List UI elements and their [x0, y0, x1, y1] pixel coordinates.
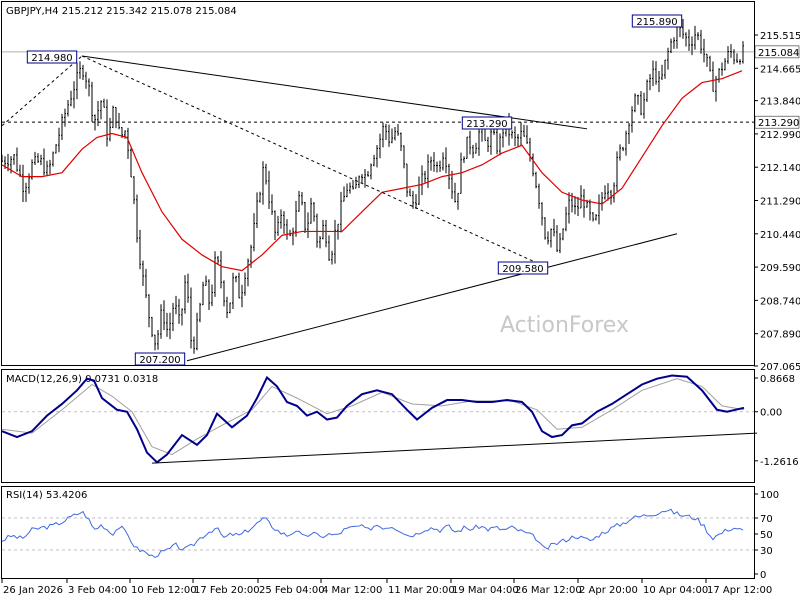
macd-main-line: [1, 374, 745, 464]
price-tick-label: 212.140: [760, 163, 800, 174]
price-tick-label: 212.990: [760, 130, 800, 141]
annotation-215890-box: [631, 14, 683, 28]
macd-tick-label: -1.2616: [760, 457, 799, 468]
x-tick-label: 10 Apr 04:00: [643, 585, 708, 596]
annotation-207200-box: [134, 352, 186, 366]
x-tick-label: 19 Mar 04:00: [452, 585, 519, 596]
rsi-tick-label: 0: [760, 570, 766, 581]
annotation-215890-text: 215.890: [636, 17, 677, 28]
level-price-callout: 213.290: [754, 115, 800, 129]
x-tick-label: 11 Mar 20:00: [388, 585, 455, 596]
price-tick-label: 215.515: [760, 31, 800, 42]
moving-average-line: [1, 70, 743, 272]
price-tick-label: 207.065: [760, 362, 800, 373]
level-price-callout-text: 213.290: [758, 118, 799, 129]
annotation-215890: 215.890: [631, 14, 683, 28]
trend-line-2: [186, 233, 678, 362]
chart-header: GBPJPY,H4 215.212 215.342 215.078 215.08…: [6, 6, 237, 17]
rsi-panel-frame: [1, 486, 755, 579]
price-tick-label: 209.590: [760, 263, 800, 274]
annotation-214980-box: [26, 50, 78, 64]
macd-signal-line: [1, 378, 745, 456]
x-tick-label: 3 Feb 04:00: [68, 585, 127, 596]
annotation-209580-box: [497, 261, 549, 275]
watermark: ActionForex: [500, 313, 629, 338]
trend-line-4: [1, 55, 83, 127]
x-tick-label: 25 Feb 04:00: [259, 585, 325, 596]
macd-tick-label: 0.8668: [760, 374, 795, 385]
x-tick-label: 17 Apr 12:00: [707, 585, 772, 596]
annotation-213290-text: 213.290: [466, 119, 507, 130]
macd-tick-label: 0.00: [760, 408, 782, 419]
annotation-209580-text: 209.580: [502, 264, 543, 275]
x-tick-label: 4 Mar 12:00: [322, 585, 382, 596]
rsi-tick-label: 100: [760, 490, 779, 501]
x-tick-label: 10 Feb 12:00: [131, 585, 197, 596]
price-tick-label: 211.290: [760, 197, 800, 208]
current-price-callout-text: 215.084: [758, 48, 799, 59]
rsi-tick-label: 30: [760, 546, 773, 557]
x-tick-label: 26 Jan 2026: [3, 585, 63, 596]
macd-panel-frame: [1, 369, 755, 483]
annotation-214980-text: 214.980: [31, 53, 72, 64]
macd-label: MACD(12,26,9) 0.0731 0.0318: [6, 374, 158, 385]
annotation-209580: 209.580: [497, 261, 549, 275]
x-tick-label: 2 Apr 20:00: [579, 585, 638, 596]
annotation-213290-box: [461, 116, 513, 130]
price-tick-label: 207.890: [760, 330, 800, 341]
rsi-tick-label: 70: [760, 514, 773, 525]
current-price-callout-box: [754, 45, 800, 59]
price-tick-label: 210.440: [760, 230, 800, 241]
rsi-label: RSI(14) 53.4206: [6, 490, 87, 501]
x-tick-label: 17 Feb 20:00: [194, 585, 260, 596]
annotation-213290: 213.290: [461, 116, 513, 130]
price-tick-label: 213.840: [760, 97, 800, 108]
price-tick-label: 208.740: [760, 296, 800, 307]
annotation-207200-text: 207.200: [139, 355, 180, 366]
price-tick-label: 214.665: [760, 64, 800, 75]
rsi-tick-label: 50: [760, 530, 773, 541]
x-tick-label: 26 Mar 12:00: [515, 585, 582, 596]
current-price-callout: 215.084: [754, 45, 800, 59]
rsi-line: [1, 508, 744, 559]
annotation-207200: 207.200: [134, 352, 186, 366]
level-price-callout-box: [754, 115, 800, 129]
trend-line-3: [81, 55, 548, 268]
annotation-214980: 214.980: [26, 50, 78, 64]
macd-trend-line: [151, 432, 758, 464]
price-panel-frame: [1, 1, 755, 366]
